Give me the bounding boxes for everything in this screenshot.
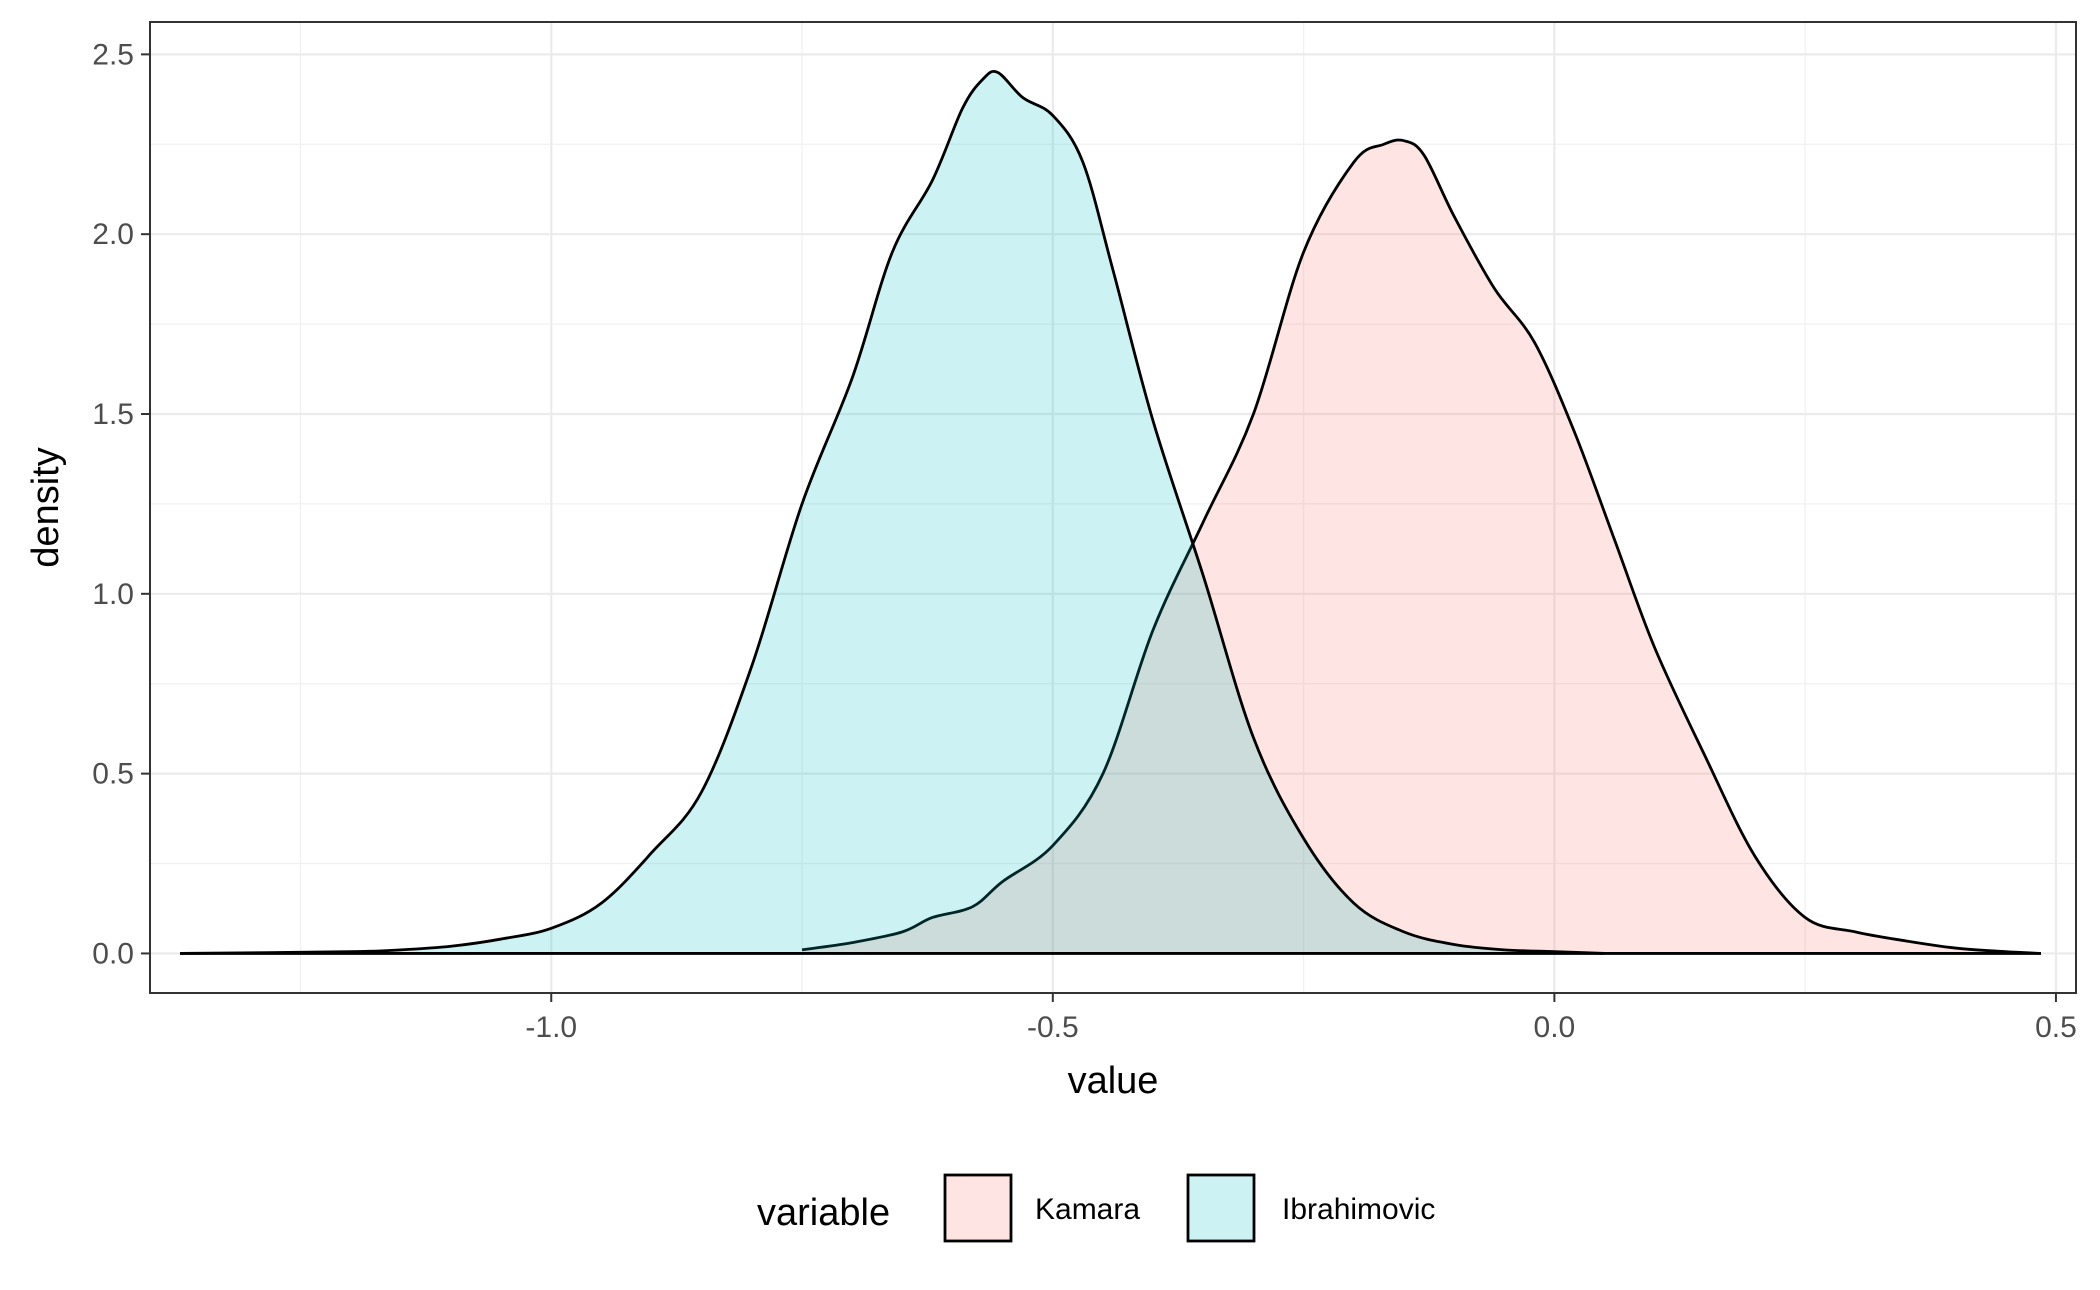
density-line-kamara	[801, 138, 2041, 955]
panel-background	[150, 22, 2076, 993]
y-tick-label: 1.5	[92, 398, 134, 431]
x-axis: -1.0 -0.5 0.0 0.5	[525, 993, 2077, 1044]
y-tick-label: 1.0	[92, 578, 134, 611]
legend: variable Kamara Ibrahimovic	[757, 1173, 1435, 1243]
legend-label-kamara: Kamara	[1035, 1193, 1140, 1226]
density-area-kamara	[802, 139, 2041, 954]
legend-title: variable	[757, 1192, 890, 1234]
y-tick-label: 2.0	[92, 218, 134, 251]
density-areas	[180, 69, 2041, 955]
x-axis-title: value	[1068, 1060, 1159, 1102]
legend-key-bg-kamara	[945, 1175, 1011, 1241]
legend-label-ibrahimovic: Ibrahimovic	[1282, 1193, 1435, 1226]
y-tick-label: 2.5	[92, 38, 134, 71]
x-tick-label: 0.0	[1534, 1011, 1576, 1044]
legend-key-bg-ibrahimovic	[1188, 1175, 1254, 1241]
panel-border	[149, 21, 2077, 994]
density-line-ibrahimovic	[180, 69, 1605, 955]
major-gridlines	[150, 22, 2076, 993]
y-tick-label: 0.0	[92, 937, 134, 970]
minor-gridlines	[150, 22, 2076, 993]
x-tick-label: 0.5	[2035, 1011, 2077, 1044]
legend-key-ibrahimovic	[1186, 1173, 1256, 1243]
x-tick-label: -0.5	[1027, 1011, 1079, 1044]
y-axis: 0.0 0.5 1.0 1.5 2.0 2.5	[92, 38, 150, 970]
legend-key-kamara	[943, 1173, 1013, 1243]
y-axis-title: density	[25, 447, 67, 567]
density-area-ibrahimovic	[180, 71, 1605, 954]
y-tick-label: 0.5	[92, 758, 134, 791]
plot-panel	[149, 21, 2077, 994]
x-tick-label: -1.0	[525, 1011, 577, 1044]
